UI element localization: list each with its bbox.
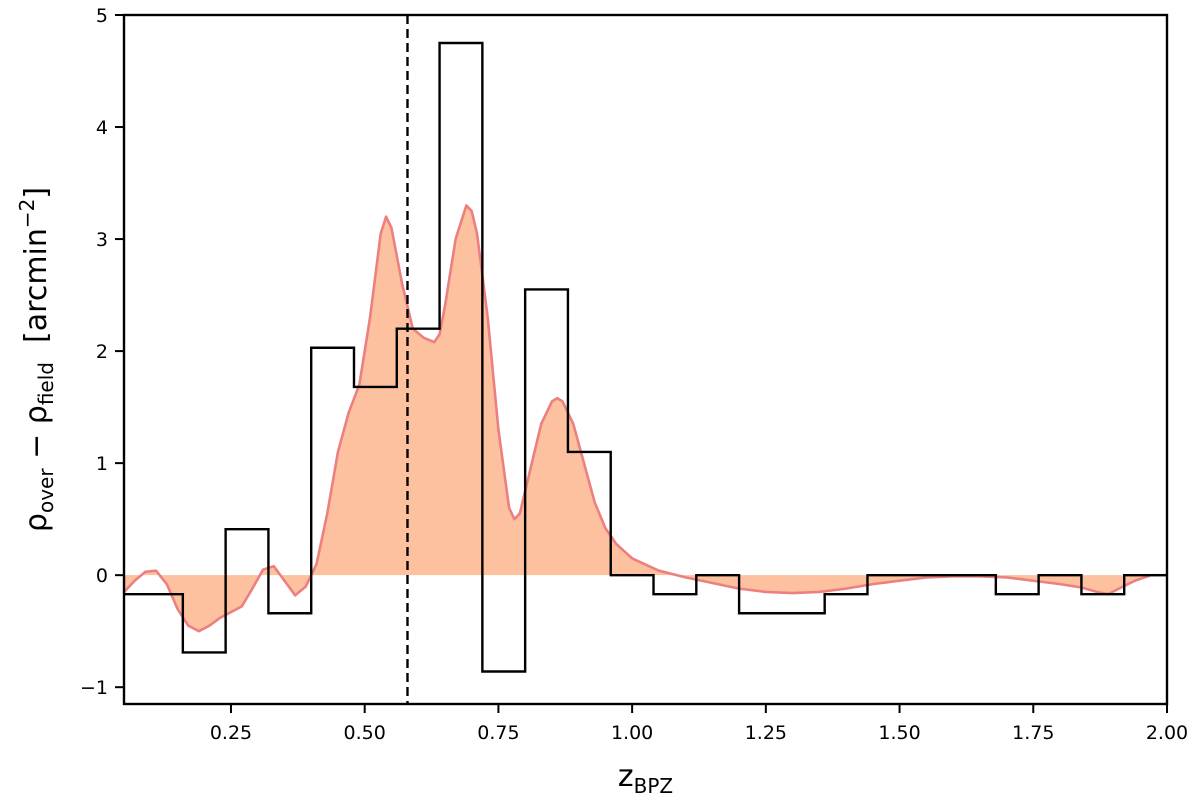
y-axis-label-sub-field: field xyxy=(34,362,58,405)
x-axis-ticks: 0.25 0.50 0.75 1.00 1.25 1.50 1.75 2.00 xyxy=(210,704,1188,744)
y-tick-label: −1 xyxy=(80,677,108,699)
y-tick-label: 1 xyxy=(96,453,108,475)
y-axis-label: ρover − ρfield [arcmin−2] xyxy=(15,187,58,532)
kde-layer xyxy=(124,204,1167,633)
x-axis-label: zBPZ xyxy=(618,759,673,798)
y-axis-label-minus: − xyxy=(19,424,54,468)
x-tick-label: 0.75 xyxy=(477,722,519,744)
x-axis-label-main: z xyxy=(618,759,634,794)
y-axis-label-rho-field: ρ xyxy=(19,405,54,424)
x-tick-label: 0.50 xyxy=(344,722,386,744)
y-tick-label: 4 xyxy=(96,117,108,139)
y-tick-label: 3 xyxy=(96,229,108,251)
kde-line xyxy=(124,204,1167,633)
x-tick-label: 2.00 xyxy=(1146,722,1188,744)
x-tick-label: 1.25 xyxy=(745,722,787,744)
y-axis-label-unit-exponent: −2 xyxy=(15,199,39,228)
y-axis-label-sub-over: over xyxy=(34,468,58,513)
y-axis-label-rho-over: ρ xyxy=(19,513,54,532)
plot-frame xyxy=(122,13,1169,706)
x-tick-label: 1.00 xyxy=(611,722,653,744)
y-tick-label: 0 xyxy=(96,565,108,587)
y-axis-label-unit-close: ] xyxy=(19,187,54,199)
kde-fill xyxy=(124,205,1167,632)
y-tick-label: 5 xyxy=(96,5,108,27)
x-tick-label: 1.75 xyxy=(1012,722,1054,744)
x-tick-label: 0.25 xyxy=(210,722,252,744)
y-axis-label-unit: [arcmin xyxy=(19,228,54,362)
x-axis-label-sub: BPZ xyxy=(634,774,673,798)
histogram-step-line xyxy=(124,41,1167,673)
x-tick-label: 1.50 xyxy=(878,722,920,744)
histogram-layer xyxy=(124,41,1167,673)
y-axis-ticks: −1 0 1 2 3 4 5 xyxy=(80,5,124,699)
y-tick-label: 2 xyxy=(96,341,108,363)
